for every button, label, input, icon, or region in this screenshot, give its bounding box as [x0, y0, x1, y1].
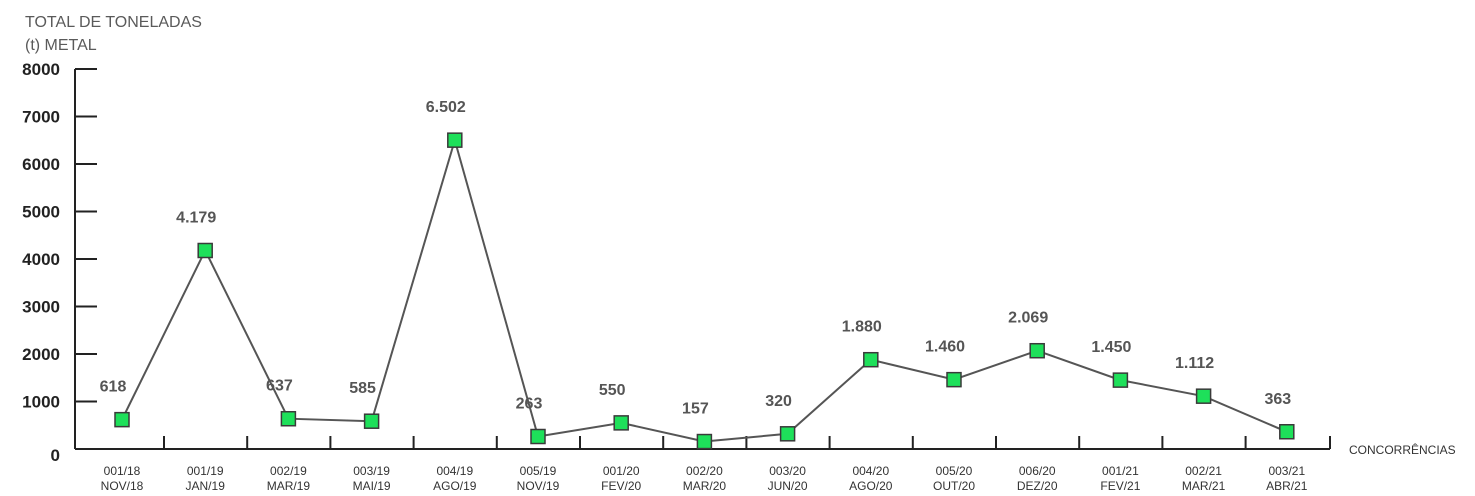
data-point [1029, 342, 1045, 359]
data-label: 1.450 [1091, 339, 1131, 356]
x-tick-label: 001/20 [603, 464, 640, 478]
data-point [363, 413, 380, 429]
data-point [613, 415, 629, 431]
x-tick-label: 003/19 [353, 464, 390, 478]
y-tick-label: 1000 [22, 393, 60, 412]
x-tick-label: JAN/19 [186, 479, 226, 493]
y-tick-label: 4000 [22, 250, 60, 269]
x-tick-label: 001/21 [1102, 464, 1139, 478]
data-label: 585 [349, 380, 376, 397]
data-label: 550 [599, 382, 626, 399]
x-tick-label: 001/19 [187, 464, 224, 478]
x-tick-label: 005/19 [520, 464, 557, 478]
x-tick-label: 002/21 [1185, 464, 1222, 478]
x-tick-label: AGO/20 [849, 479, 893, 493]
data-label: 1.460 [925, 339, 965, 356]
data-point [863, 351, 879, 368]
markers [114, 132, 1295, 450]
y-ticks: 0 1000 2000 3000 4000 5000 6000 7000 8000 [22, 60, 97, 465]
y-tick-label: 0 [51, 446, 60, 465]
x-axis-title: CONCORRÊNCIAS [1349, 442, 1456, 457]
data-label: 263 [516, 396, 543, 413]
x-tick-label: ABR/21 [1266, 479, 1308, 493]
x-tick-label: MAR/21 [1182, 479, 1226, 493]
x-tick-label: AGO/19 [433, 479, 477, 493]
data-label: 2.069 [1008, 310, 1048, 327]
data-point [779, 426, 796, 442]
y-axis-title-line1: TOTAL DE TONELADAS [25, 14, 202, 31]
data-label: 1.880 [842, 319, 882, 336]
data-point [530, 428, 546, 445]
x-tick-label: FEV/20 [601, 479, 641, 493]
data-label: 637 [266, 378, 293, 395]
data-point [946, 371, 962, 388]
y-tick-label: 8000 [22, 60, 60, 79]
x-tick-label: 004/19 [436, 464, 473, 478]
x-tick-label: OUT/20 [933, 479, 975, 493]
y-tick-label: 6000 [22, 155, 60, 174]
data-point [1112, 372, 1129, 388]
x-tick-label: NOV/19 [517, 479, 560, 493]
x-tick-label: MAR/19 [267, 479, 311, 493]
y-tick-label: 7000 [22, 108, 60, 127]
series-line [121, 136, 1288, 443]
data-label: 157 [682, 401, 709, 418]
y-tick-label: 5000 [22, 203, 60, 222]
y-tick-label: 3000 [22, 298, 60, 317]
x-tick-label: MAR/20 [683, 479, 727, 493]
data-point [1195, 388, 1212, 404]
x-tick-label: 001/18 [104, 464, 141, 478]
x-tick-label: 003/20 [769, 464, 806, 478]
data-point [197, 242, 213, 259]
x-tick-label: 006/20 [1019, 464, 1056, 478]
x-tick-label: FEV/21 [1100, 479, 1140, 493]
data-label: 320 [765, 393, 792, 410]
y-axis-title-line2: (t) METAL [25, 37, 97, 54]
y-tick-label: 2000 [22, 345, 60, 364]
x-tick-label: NOV/18 [101, 479, 144, 493]
data-point [696, 433, 713, 450]
data-point [1279, 424, 1295, 440]
data-label: 363 [1264, 391, 1291, 408]
x-tick-label: 004/20 [852, 464, 889, 478]
data-label: 618 [100, 379, 127, 396]
data-label: 1.112 [1175, 355, 1214, 372]
x-tick-label: 002/20 [686, 464, 723, 478]
x-tick-label: JUN/20 [768, 479, 808, 493]
axes [74, 69, 1331, 450]
x-tick-label: DEZ/20 [1017, 479, 1058, 493]
data-point [447, 132, 463, 148]
data-point [280, 410, 297, 427]
data-label: 4.179 [176, 209, 216, 226]
data-label: 6.502 [426, 99, 466, 116]
x-tick-label: 005/20 [936, 464, 973, 478]
data-labels: 618 4.179 637 585 6.502 263 550 157 320 1.880 1.46… [100, 99, 1292, 417]
x-tick-label: 003/21 [1268, 464, 1305, 478]
x-tick-label: MAI/19 [353, 479, 391, 493]
x-tick-label: 002/19 [270, 464, 307, 478]
data-point [114, 411, 130, 428]
